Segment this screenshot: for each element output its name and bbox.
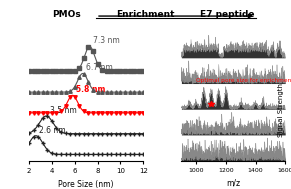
Text: Signal Strength: Signal Strength — [278, 83, 284, 137]
Text: 6.7 nm: 6.7 nm — [86, 64, 113, 72]
Text: Optimal pore size for enrichment: Optimal pore size for enrichment — [196, 78, 291, 83]
Text: 7.3 nm: 7.3 nm — [93, 36, 120, 45]
X-axis label: Pore Size (nm): Pore Size (nm) — [58, 180, 114, 189]
Text: 5.8 nm: 5.8 nm — [76, 85, 105, 94]
Text: Enrichment: Enrichment — [116, 10, 175, 19]
Text: 2.6 nm: 2.6 nm — [39, 126, 66, 135]
Text: E7 peptide: E7 peptide — [200, 10, 254, 19]
Text: PMOs: PMOs — [53, 10, 81, 19]
Text: 3.5 nm: 3.5 nm — [50, 106, 77, 115]
X-axis label: m/z: m/z — [226, 179, 240, 188]
